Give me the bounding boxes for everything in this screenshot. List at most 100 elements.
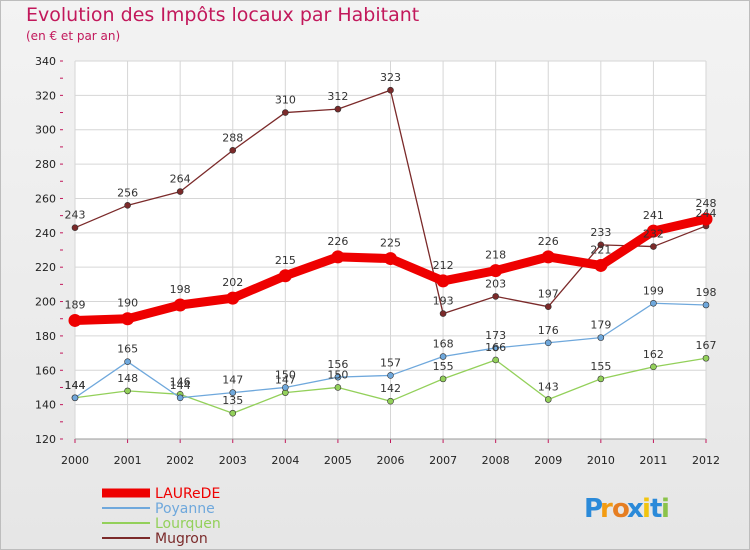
legend-label-mugron: Mugron [155, 531, 208, 547]
data-label-laurede: 221 [590, 243, 611, 256]
brand-letter: o [612, 494, 630, 524]
data-label-mugron: 288 [222, 131, 243, 144]
data-point-poyanne [71, 394, 79, 402]
data-point-poyanne [229, 389, 237, 396]
data-point-mugron [124, 202, 131, 209]
data-label-mugron: 310 [275, 94, 296, 107]
data-label-laurede: 189 [65, 298, 86, 311]
data-point-laurede [173, 298, 187, 312]
data-point-lourquen [544, 396, 552, 403]
axes: 120 140 160 180 200 220 240 260 280 300 320 340 2000… [35, 55, 720, 467]
data-label-mugron: 312 [327, 90, 348, 103]
data-label-laurede: 212 [433, 259, 454, 272]
data-label-mugron: 193 [433, 295, 454, 308]
data-label-laurede: 215 [275, 254, 296, 267]
data-point-lourquen [597, 375, 605, 383]
data-point-poyanne [597, 334, 605, 341]
y-tick-label: 120 [35, 433, 56, 446]
data-label-poyanne: 144 [170, 379, 191, 392]
data-label-laurede: 241 [643, 209, 664, 222]
data-point-poyanne [176, 394, 184, 402]
data-point-laurede [646, 224, 660, 238]
legend-label-poyanne: Poyanne [155, 501, 215, 517]
x-tick-label: 2002 [166, 454, 194, 467]
data-label-mugron: 203 [485, 277, 506, 290]
x-tick-label: 2007 [429, 454, 457, 467]
x-tick-label: 2001 [114, 454, 142, 467]
x-tick-label: 2003 [219, 454, 247, 467]
data-point-lourquen [439, 375, 447, 383]
data-point-mugron [650, 243, 657, 250]
data-point-poyanne [387, 372, 394, 379]
data-label-mugron: 323 [380, 71, 401, 84]
proxiti-logo: Pr oxi ti [584, 494, 670, 524]
data-point-laurede [384, 252, 397, 266]
data-point-poyanne [282, 384, 289, 391]
data-point-lourquen [650, 363, 657, 371]
data-point-poyanne [702, 301, 710, 309]
data-point-laurede [436, 274, 450, 288]
data-point-poyanne [334, 373, 342, 381]
data-label-poyanne: 198 [696, 286, 717, 299]
x-tick-label: 2005 [324, 454, 352, 467]
data-point-mugron [597, 241, 605, 249]
data-label-lourquen: 155 [433, 360, 454, 373]
y-tick-label: 180 [35, 330, 56, 343]
data-label-poyanne: 147 [222, 374, 243, 387]
data-labels: 189 190 198 202 215 226 225 212 218 226 221 241 248 1… [65, 71, 717, 407]
data-label-lourquen: 143 [538, 380, 559, 393]
data-point-lourquen [387, 397, 394, 405]
x-tick-label: 2004 [271, 454, 299, 467]
y-tick-label: 320 [35, 89, 56, 102]
data-point-lourquen [702, 354, 710, 362]
data-point-laurede [226, 291, 240, 305]
data-label-lourquen: 142 [380, 382, 401, 395]
y-tick-label: 340 [35, 55, 56, 68]
data-label-lourquen: 166 [485, 341, 506, 354]
data-label-lourquen: 144 [65, 379, 86, 392]
x-tick-label: 2012 [692, 454, 720, 467]
data-point-laurede [68, 313, 82, 327]
data-label-lourquen: 148 [117, 372, 138, 385]
data-label-laurede: 226 [538, 235, 559, 248]
data-label-poyanne: 176 [538, 324, 559, 337]
data-point-mugron [492, 293, 499, 300]
y-tick-label: 220 [35, 261, 56, 274]
data-point-lourquen [334, 384, 342, 391]
data-label-lourquen: 146 [170, 375, 191, 388]
data-label-poyanne: 165 [117, 343, 138, 356]
data-label-laurede: 202 [222, 276, 243, 289]
y-tick-label: 200 [35, 296, 56, 309]
data-label-poyanne: 173 [485, 329, 506, 342]
data-point-poyanne [439, 353, 447, 360]
data-label-poyanne: 156 [327, 358, 348, 371]
y-tick-label: 140 [35, 399, 56, 412]
y-tick-label: 260 [35, 192, 56, 205]
data-label-poyanne: 150 [275, 368, 296, 381]
y-tick-label: 160 [35, 364, 56, 377]
y-tick-label: 240 [35, 227, 56, 240]
data-point-mugron [71, 224, 79, 231]
data-point-mugron [334, 105, 342, 113]
data-point-laurede [121, 312, 135, 326]
data-label-poyanne: 199 [643, 284, 664, 297]
data-point-mugron [176, 188, 184, 195]
brand-letter: i [661, 494, 670, 524]
data-label-poyanne: 157 [380, 356, 401, 369]
x-tick-label: 2006 [377, 454, 405, 467]
data-point-poyanne [544, 339, 552, 347]
data-label-mugron: 264 [170, 173, 191, 186]
data-label-lourquen: 147 [275, 374, 296, 387]
data-label-lourquen: 167 [696, 339, 717, 352]
data-point-mugron [282, 109, 289, 116]
x-tick-label: 2008 [482, 454, 510, 467]
data-point-poyanne [492, 344, 499, 352]
data-label-poyanne: 168 [433, 338, 454, 351]
x-tick-label: 2009 [534, 454, 562, 467]
data-label-laurede: 226 [327, 235, 348, 248]
data-label-lourquen: 135 [222, 394, 243, 407]
data-point-laurede [594, 258, 608, 272]
series-lines [68, 86, 713, 417]
